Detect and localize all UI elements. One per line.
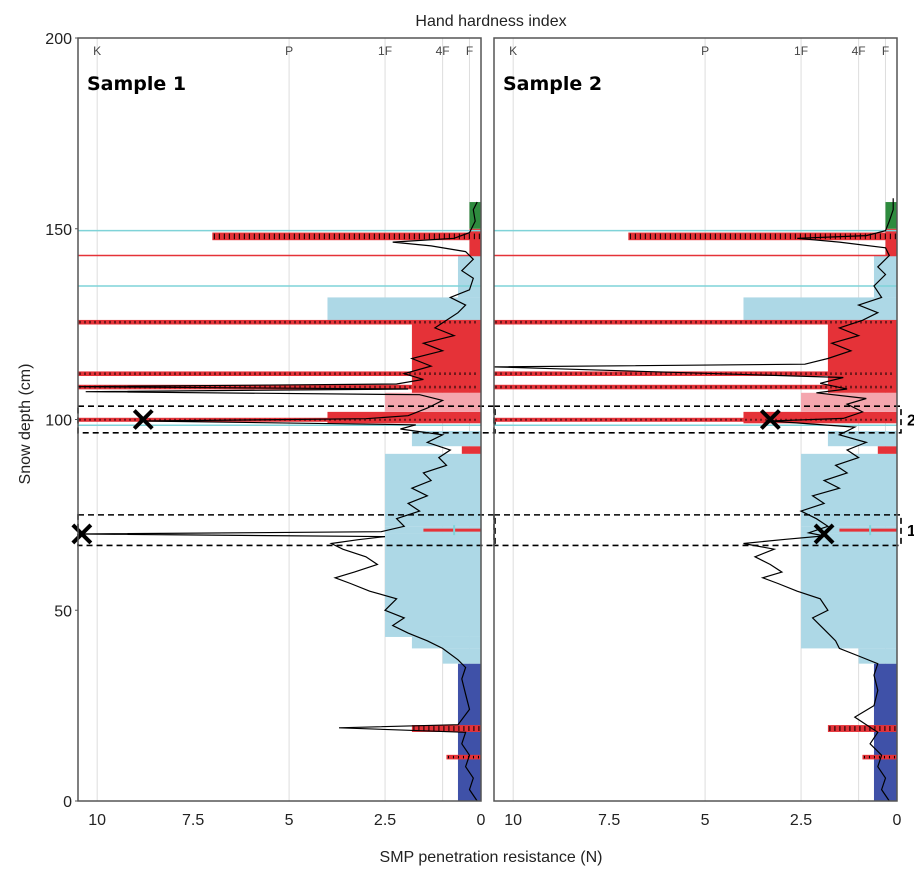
y-tick-label: 0 [63, 794, 72, 811]
chart-title: Hand hardness index [415, 13, 566, 30]
peak-marker-stroke [813, 523, 835, 545]
layer-bar [743, 411, 897, 424]
focus-zone-box [77, 514, 496, 547]
y-axis-label: Snow depth (cm) [17, 364, 34, 485]
y-tick-label: 50 [54, 603, 72, 620]
ice-layer-bar [827, 725, 897, 732]
panel-frame [493, 37, 898, 802]
hardness-tick-label: F [466, 44, 473, 58]
layer-bar [743, 297, 897, 321]
x-tick-label: 2.5 [790, 812, 812, 829]
peak-marker [132, 409, 154, 430]
hardness-tick-label: 1F [794, 44, 808, 58]
layer-bar [858, 648, 897, 664]
peak-marker [759, 409, 781, 430]
y-tick-label: 100 [45, 413, 72, 430]
panel-title: Sample 1 [87, 73, 186, 95]
x-tick-label: 0 [893, 812, 902, 829]
x-tick-label: 5 [285, 812, 294, 829]
hardness-tick-label: K [509, 44, 517, 58]
layer-bar [873, 255, 897, 298]
layer-bar [457, 663, 481, 801]
layer-bar [469, 228, 481, 256]
layer-bar [801, 533, 897, 649]
panel-title: Sample 2 [503, 73, 602, 95]
x-tick-label: 10 [504, 812, 522, 829]
hardness-tick-label: 4F [852, 44, 866, 58]
layer-bar [885, 228, 897, 256]
x-tick-label: 7.5 [182, 812, 204, 829]
peak-marker-stroke [759, 409, 781, 430]
focus-zone-label: 2 [907, 413, 914, 430]
x-tick-label: 2.5 [374, 812, 396, 829]
layer-bar [877, 446, 897, 454]
panel-2: 2 1 K P 1F 4F F 10 7.5 5 2.5 0 Sample 2 [493, 37, 914, 829]
layer-bar [385, 392, 481, 412]
hardness-tick-label: K [93, 44, 101, 58]
layer-bar [442, 648, 481, 664]
hardness-tick-label: 1F [378, 44, 392, 58]
layer-bar [411, 320, 481, 393]
layer-bar [801, 392, 897, 412]
ice-layer-bar [628, 232, 897, 241]
x-tick-label: 10 [88, 812, 106, 829]
layer-bar [461, 446, 481, 454]
layer-bar [411, 636, 481, 649]
layer-bar [827, 320, 897, 393]
x-axis-label: SMP penetration resistance (N) [380, 849, 603, 866]
ice-layer-bar [212, 232, 482, 241]
x-tick-label: 5 [701, 812, 710, 829]
layer-bar [469, 202, 481, 229]
peak-marker [71, 523, 93, 545]
peak-marker-stroke [132, 409, 154, 430]
y-tick-label: 150 [45, 222, 72, 239]
layer-bar [327, 297, 481, 321]
layer-bar [327, 411, 481, 424]
x-tick-label: 7.5 [598, 812, 620, 829]
panel-1: K P 1F 4F F 10 7.5 5 2.5 0 0 50 100 150 200 Sample 1 [45, 31, 496, 829]
peak-marker [813, 523, 835, 545]
smp-profile-line [77, 201, 478, 802]
hardness-tick-label: P [701, 44, 709, 58]
hardness-tick-label: P [285, 44, 293, 58]
hardness-tick-label: 4F [436, 44, 450, 58]
peak-marker-stroke [71, 523, 93, 545]
smp-profile-line [493, 198, 894, 802]
layer-bar [827, 430, 897, 447]
layer-bar [411, 430, 481, 447]
focus-zone-label: 1 [907, 523, 914, 540]
y-tick-label: 200 [45, 31, 72, 48]
x-tick-label: 0 [477, 812, 486, 829]
hardness-tick-label: F [882, 44, 889, 58]
focus-zone-box [493, 514, 902, 547]
ice-layer-bar [411, 725, 481, 732]
layer-bar [873, 663, 897, 801]
